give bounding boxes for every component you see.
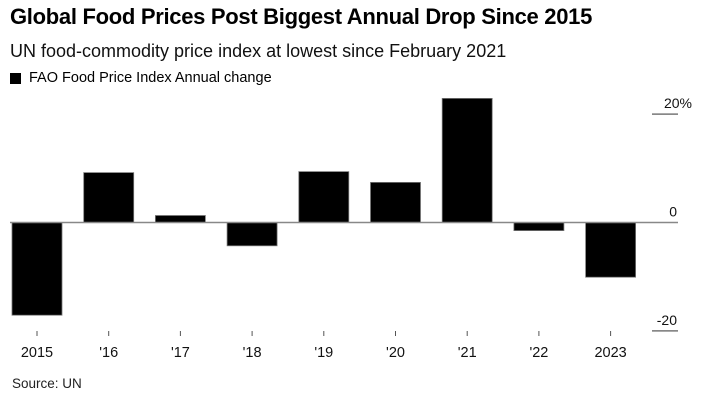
bar-16 xyxy=(83,172,135,223)
source-note: Source: UN xyxy=(12,376,82,391)
x-tick-label: '19 xyxy=(314,345,333,361)
bars-group xyxy=(11,98,636,316)
bar-2015 xyxy=(11,222,63,316)
x-tick-label: '18 xyxy=(243,345,262,361)
legend: FAO Food Price Index Annual change xyxy=(10,70,272,86)
y-axis: 20% 0 -20 xyxy=(652,95,692,332)
x-tick-label: '16 xyxy=(99,345,118,361)
x-tick-label: '17 xyxy=(171,345,190,361)
y-tick-label: 0 xyxy=(669,204,677,220)
x-tick-label: 2015 xyxy=(21,345,53,361)
x-tick-label: 2023 xyxy=(594,345,626,361)
chart-title: Global Food Prices Post Biggest Annual D… xyxy=(10,4,593,29)
y-tick-label: -20 xyxy=(657,312,677,328)
x-tick-label: '22 xyxy=(529,345,548,361)
bar-19 xyxy=(298,171,350,223)
legend-label: FAO Food Price Index Annual change xyxy=(29,70,272,86)
x-tick-label: '20 xyxy=(386,345,405,361)
bar-22 xyxy=(513,222,565,232)
y-tick-label: 20% xyxy=(664,95,692,111)
bar-18 xyxy=(226,222,278,247)
bar-2023 xyxy=(585,222,636,278)
bar-17 xyxy=(154,215,206,223)
bar-20 xyxy=(370,181,421,223)
bar-21 xyxy=(441,98,493,223)
legend-swatch xyxy=(10,72,21,84)
x-axis: 2015 '16 '17 '18 '19 '20 '21 '22 2023 xyxy=(21,331,627,361)
x-tick-label: '21 xyxy=(458,345,477,361)
chart-subtitle: UN food-commodity price index at lowest … xyxy=(10,41,507,61)
